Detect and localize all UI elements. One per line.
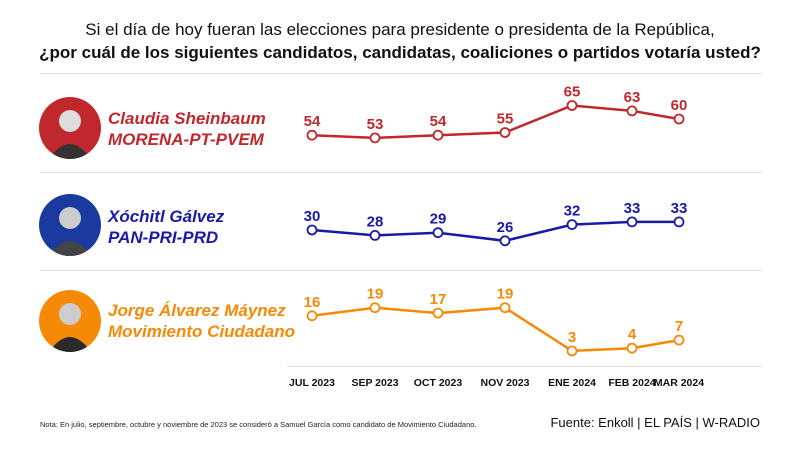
data-label: 17 — [430, 291, 447, 308]
data-point — [626, 105, 638, 117]
candidate-name: Jorge Álvarez Máynez — [108, 301, 286, 320]
candidate-party: PAN-PRI-PRD — [108, 228, 219, 247]
person-icon — [49, 207, 91, 256]
divider — [40, 172, 762, 173]
data-label: 32 — [564, 203, 581, 220]
divider — [40, 270, 762, 271]
data-point — [432, 129, 444, 141]
candidate-party: Movimiento Ciudadano — [108, 322, 295, 341]
person-icon — [49, 303, 91, 352]
legend-sheinbaum: Claudia Sheinbaum MORENA-PT-PVEM — [108, 108, 266, 150]
data-label: 55 — [497, 111, 514, 128]
data-point — [673, 216, 685, 228]
legend-galvez: Xóchitl Gálvez PAN-PRI-PRD — [108, 206, 224, 248]
data-point — [673, 334, 685, 346]
data-label: 33 — [624, 200, 641, 217]
data-point — [432, 307, 444, 319]
candidate-photo-galvez — [39, 194, 101, 256]
data-point — [566, 100, 578, 111]
footnote: Nota: En julio, septiembre, octubre y no… — [40, 420, 477, 429]
data-point — [306, 224, 318, 236]
data-label: 4 — [628, 326, 637, 343]
x-tick-label: ENE 2024 — [548, 377, 596, 389]
candidate-photo-sheinbaum — [39, 97, 101, 159]
data-point — [369, 302, 381, 314]
data-point — [626, 342, 638, 354]
x-tick-label: FEB 2024 — [608, 377, 655, 389]
data-label: 19 — [497, 286, 514, 303]
data-label: 30 — [304, 208, 321, 225]
data-point — [499, 235, 511, 247]
title-line-1: Si el día de hoy fueran las elecciones p… — [85, 20, 715, 39]
x-tick-label: OCT 2023 — [414, 377, 463, 389]
data-point — [499, 127, 511, 138]
data-label: 33 — [671, 200, 688, 217]
candidate-name: Xóchitl Gálvez — [108, 207, 225, 226]
data-label: 16 — [304, 294, 321, 311]
data-point — [432, 227, 444, 239]
series-line — [311, 306, 680, 353]
data-label: 54 — [304, 113, 321, 130]
data-point — [566, 219, 578, 231]
source: Fuente: Enkoll | EL PAÍS | W-RADIO — [550, 415, 760, 430]
divider — [287, 366, 762, 367]
data-label: 7 — [675, 318, 683, 335]
title-line-2: ¿por cuál de los siguientes candidatos, … — [39, 43, 761, 62]
divider — [40, 73, 762, 74]
data-point — [306, 129, 318, 141]
x-tick-label: MAR 2024 — [654, 377, 704, 389]
candidate-name: Claudia Sheinbaum — [108, 109, 266, 128]
data-point — [369, 132, 381, 144]
data-label: 60 — [671, 97, 688, 114]
data-label: 65 — [564, 84, 581, 101]
data-point — [369, 229, 381, 241]
candidate-photo-maynez — [39, 290, 101, 352]
data-label: 26 — [497, 219, 514, 236]
data-point — [673, 113, 685, 125]
data-label: 3 — [568, 329, 576, 346]
data-label: 19 — [367, 286, 384, 303]
data-point — [306, 310, 318, 322]
data-point — [626, 216, 638, 228]
data-label: 29 — [430, 211, 447, 228]
candidate-party: MORENA-PT-PVEM — [108, 130, 264, 149]
data-label: 28 — [367, 213, 384, 230]
x-tick-label: JUL 2023 — [289, 377, 335, 389]
legend-maynez: Jorge Álvarez Máynez Movimiento Ciudadan… — [108, 300, 295, 342]
x-tick-label: NOV 2023 — [480, 377, 529, 389]
data-point — [566, 345, 578, 357]
data-point — [499, 302, 511, 314]
data-label: 54 — [430, 113, 447, 130]
person-icon — [49, 110, 91, 159]
x-tick-label: SEP 2023 — [351, 377, 398, 389]
data-label: 53 — [367, 116, 384, 133]
data-label: 63 — [624, 89, 641, 106]
